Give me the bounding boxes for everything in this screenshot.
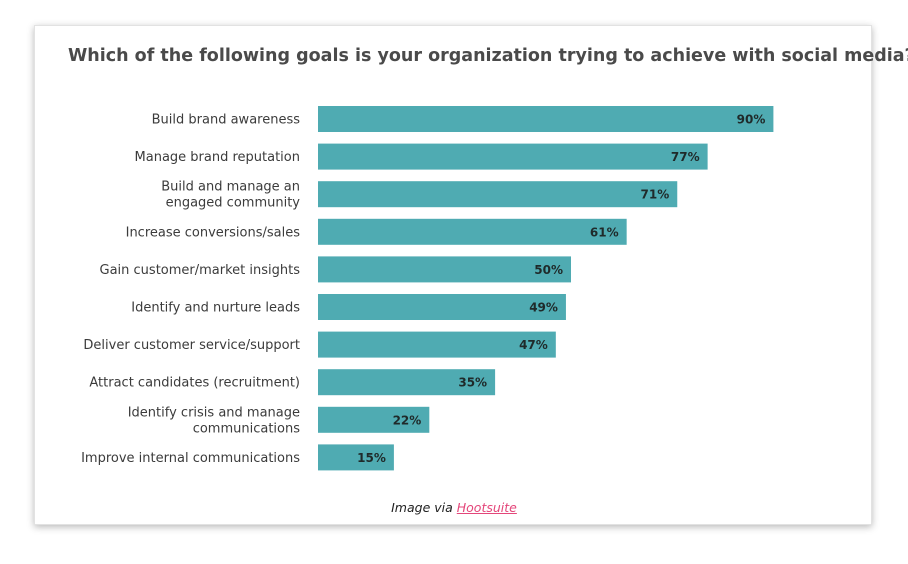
category-label: Increase conversions/sales — [126, 225, 301, 240]
bar — [318, 331, 556, 358]
bar-value-label: 35% — [458, 376, 487, 390]
bar-value-label: 90% — [737, 113, 766, 127]
bar-value-label: 50% — [534, 263, 563, 277]
category-label: Build and manage an engaged community — [161, 180, 300, 211]
category-label: Attract candidates (recruitment) — [89, 376, 300, 391]
category-label: Manage brand reputation — [135, 150, 300, 165]
bar — [318, 444, 394, 471]
category-label: Build brand awareness — [152, 113, 301, 128]
bar-value-label: 71% — [641, 188, 670, 202]
bar — [318, 143, 708, 170]
bar-value-label: 61% — [590, 225, 619, 239]
bar — [318, 294, 566, 320]
category-label: Deliver customer service/support — [83, 338, 300, 353]
caption-prefix: Image via — [391, 500, 457, 515]
hootsuite-link[interactable]: Hootsuite — [456, 500, 517, 515]
bar-value-label: 49% — [529, 301, 558, 315]
bar — [318, 406, 430, 433]
category-label: Gain customer/market insights — [100, 263, 301, 278]
bar-value-label: 77% — [671, 150, 700, 164]
bar — [318, 181, 678, 208]
bar-value-label: 22% — [393, 413, 422, 427]
bar-value-label: 47% — [519, 338, 548, 352]
chart-title: Which of the following goals is your org… — [68, 46, 908, 66]
category-label: Identify crisis and manage communications — [128, 405, 301, 436]
bar — [318, 256, 571, 283]
bar — [318, 218, 627, 245]
category-label: Identify and nurture leads — [131, 301, 300, 316]
category-label: Improve internal communications — [81, 451, 300, 466]
bar-value-label: 15% — [357, 451, 386, 465]
image-caption: Image via Hootsuite — [0, 500, 908, 515]
bar — [318, 106, 774, 132]
bar — [318, 369, 496, 396]
